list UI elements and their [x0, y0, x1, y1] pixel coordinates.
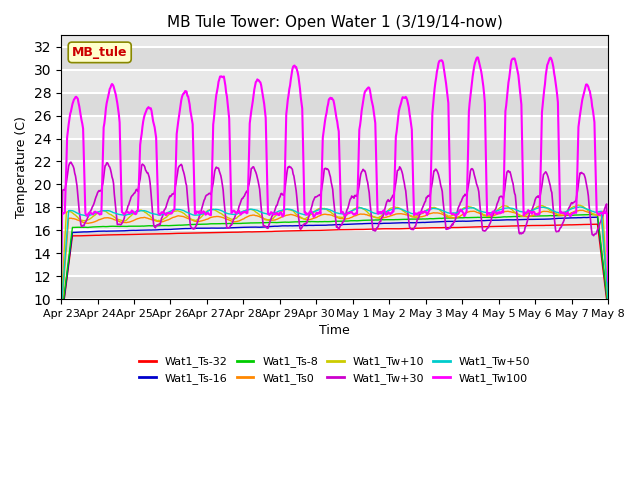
- Wat1_Ts-32: [67, 245, 75, 251]
- Wat1_Tw100: [124, 209, 131, 215]
- Wat1_Ts-8: [124, 224, 131, 229]
- Line: Wat1_Tw100: Wat1_Tw100: [61, 58, 608, 281]
- Wat1_Tw+10: [604, 301, 612, 307]
- Wat1_Tw100: [604, 278, 612, 284]
- Wat1_Tw+10: [575, 202, 582, 208]
- Wat1_Ts-16: [417, 220, 425, 226]
- Wat1_Ts-32: [594, 221, 602, 227]
- Wat1_Tw+30: [418, 207, 426, 213]
- Wat1_Tw100: [417, 209, 425, 215]
- Wat1_Ts0: [401, 212, 409, 217]
- Wat1_Ts0: [417, 214, 425, 220]
- Text: MB_tule: MB_tule: [72, 46, 127, 59]
- Wat1_Tw+10: [67, 209, 75, 215]
- Wat1_Tw+10: [208, 206, 216, 212]
- Wat1_Ts0: [604, 301, 612, 307]
- Line: Wat1_Ts0: Wat1_Ts0: [61, 210, 608, 316]
- Bar: [61, 139, 608, 161]
- Wat1_Tw+50: [67, 208, 75, 214]
- Wat1_Ts-32: [124, 232, 131, 238]
- Wat1_Tw100: [57, 276, 65, 282]
- Wat1_Ts0: [208, 215, 216, 220]
- Wat1_Ts-32: [604, 310, 612, 315]
- Wat1_Tw+10: [179, 210, 187, 216]
- Wat1_Tw+30: [604, 284, 612, 289]
- Bar: [61, 93, 608, 116]
- Wat1_Ts-8: [594, 212, 602, 217]
- Wat1_Ts-16: [67, 241, 75, 247]
- Wat1_Ts-8: [67, 237, 75, 243]
- Wat1_Ts0: [576, 207, 584, 213]
- Line: Wat1_Ts-8: Wat1_Ts-8: [61, 215, 608, 321]
- Wat1_Tw+50: [417, 210, 425, 216]
- Wat1_Ts-32: [208, 230, 216, 236]
- Wat1_Ts-8: [57, 318, 65, 324]
- Wat1_Tw+50: [401, 208, 409, 214]
- Line: Wat1_Ts-32: Wat1_Ts-32: [61, 224, 608, 325]
- Wat1_Ts-8: [604, 305, 612, 311]
- Wat1_Tw+30: [402, 188, 410, 193]
- Line: Wat1_Tw+30: Wat1_Tw+30: [61, 162, 608, 287]
- Wat1_Tw100: [401, 95, 409, 100]
- Wat1_Ts-8: [208, 221, 216, 227]
- Wat1_Ts-16: [57, 320, 65, 326]
- Line: Wat1_Tw+50: Wat1_Tw+50: [61, 207, 608, 312]
- Wat1_Tw+50: [208, 207, 216, 213]
- Wat1_Tw100: [474, 55, 481, 60]
- Wat1_Ts-32: [401, 226, 409, 231]
- Wat1_Ts0: [124, 219, 131, 225]
- Wat1_Tw+30: [67, 159, 75, 165]
- Wat1_Ts0: [67, 216, 75, 221]
- Wat1_Ts-16: [604, 306, 612, 312]
- Wat1_Ts-8: [401, 216, 409, 222]
- Wat1_Tw+10: [401, 209, 409, 215]
- Line: Wat1_Ts-16: Wat1_Ts-16: [61, 217, 608, 323]
- Wat1_Ts-8: [417, 216, 425, 222]
- Wat1_Ts-16: [401, 220, 409, 226]
- X-axis label: Time: Time: [319, 324, 350, 337]
- Bar: [61, 184, 608, 207]
- Wat1_Ts-16: [124, 228, 131, 233]
- Bar: [61, 47, 608, 70]
- Wat1_Ts-32: [417, 225, 425, 231]
- Y-axis label: Temperature (C): Temperature (C): [15, 116, 28, 218]
- Wat1_Tw+50: [575, 204, 583, 210]
- Wat1_Tw+50: [179, 207, 187, 213]
- Wat1_Tw+50: [57, 309, 65, 315]
- Bar: [61, 230, 608, 253]
- Wat1_Ts-32: [57, 322, 65, 328]
- Wat1_Tw+10: [57, 304, 65, 310]
- Legend: Wat1_Ts-32, Wat1_Ts-16, Wat1_Ts-8, Wat1_Ts0, Wat1_Tw+10, Wat1_Tw+30, Wat1_Tw+50,: Wat1_Ts-32, Wat1_Ts-16, Wat1_Ts-8, Wat1_…: [135, 352, 534, 388]
- Wat1_Tw+30: [124, 203, 132, 209]
- Title: MB Tule Tower: Open Water 1 (3/19/14-now): MB Tule Tower: Open Water 1 (3/19/14-now…: [166, 15, 502, 30]
- Wat1_Tw100: [67, 108, 75, 114]
- Wat1_Tw+50: [124, 212, 131, 217]
- Wat1_Ts-16: [594, 214, 602, 220]
- Wat1_Ts-16: [208, 225, 216, 231]
- Wat1_Tw+10: [124, 216, 131, 222]
- Wat1_Tw+10: [417, 211, 425, 217]
- Wat1_Tw+30: [57, 277, 65, 283]
- Wat1_Ts0: [179, 214, 187, 219]
- Wat1_Tw+30: [209, 184, 216, 190]
- Wat1_Tw100: [179, 92, 187, 97]
- Wat1_Tw100: [208, 185, 216, 191]
- Wat1_Tw+30: [68, 161, 76, 167]
- Wat1_Tw+50: [604, 299, 612, 304]
- Wat1_Ts-16: [179, 226, 187, 231]
- Wat1_Ts-32: [179, 230, 187, 236]
- Wat1_Tw+30: [180, 169, 188, 175]
- Wat1_Ts-8: [179, 222, 187, 228]
- Bar: [61, 276, 608, 299]
- Wat1_Ts0: [57, 313, 65, 319]
- Line: Wat1_Tw+10: Wat1_Tw+10: [61, 205, 608, 307]
